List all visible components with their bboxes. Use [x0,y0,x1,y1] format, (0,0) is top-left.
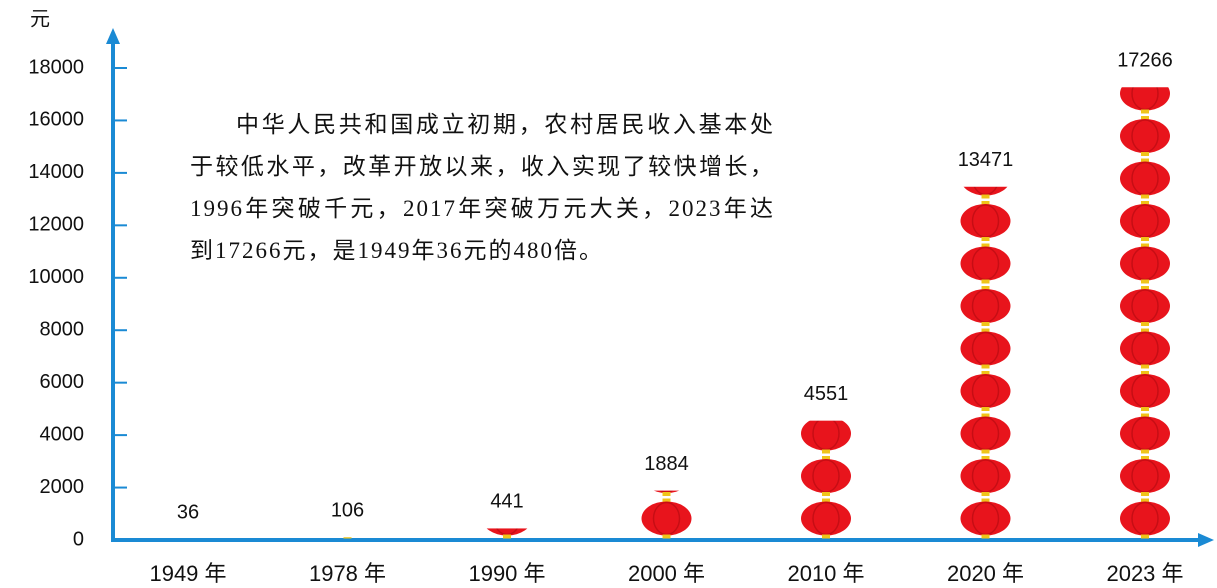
y-tick-label: 0 [73,528,84,550]
value-label: 4551 [804,383,849,405]
y-tick-label: 14000 [28,161,84,183]
bar [637,491,697,540]
bar [796,421,856,540]
x-tick-label: 2000 年 [628,561,705,586]
value-label: 13471 [958,149,1014,171]
y-tick-label: 4000 [40,423,85,445]
x-tick-label: 2010 年 [787,561,864,586]
y-tick-label: 2000 [40,476,85,498]
y-axis-label: 元 [30,8,50,30]
value-label: 106 [331,500,364,522]
y-tick-label: 18000 [28,56,84,78]
x-tick-label: 2023 年 [1106,561,1183,586]
y-axis-arrow [106,28,120,44]
value-label: 36 [177,501,199,523]
value-label: 1884 [644,453,689,475]
page: 元 0 2000 4000 6000 8000 10000 12000 14000 16000 1… [0,0,1217,588]
bar [1115,87,1175,540]
value-label: 17266 [1117,50,1173,72]
chart: 元 0 2000 4000 6000 8000 10000 12000 14000 16000 1… [0,0,1217,588]
x-tick-label: 1978 年 [309,561,386,586]
x-tick-label: 1990 年 [468,561,545,586]
y-tick-label: 12000 [28,214,84,236]
y-tick-label: 16000 [28,109,84,131]
y-tick-label: 6000 [40,371,85,393]
y-tick-label: 8000 [40,319,85,341]
x-axis-arrow [1198,533,1214,547]
bar [956,187,1016,540]
x-tick-label: 1949 年 [149,561,226,586]
bar [158,539,218,540]
x-tick-label: 2020 年 [947,561,1024,586]
bar [477,528,537,540]
value-label: 441 [490,491,523,513]
bar [318,537,378,540]
annotation: 中华人民共和国成立初期，农村居民收入基本处于较低水平，改革开放以来，收入实现了较… [190,104,775,272]
y-tick-label: 10000 [28,266,84,288]
